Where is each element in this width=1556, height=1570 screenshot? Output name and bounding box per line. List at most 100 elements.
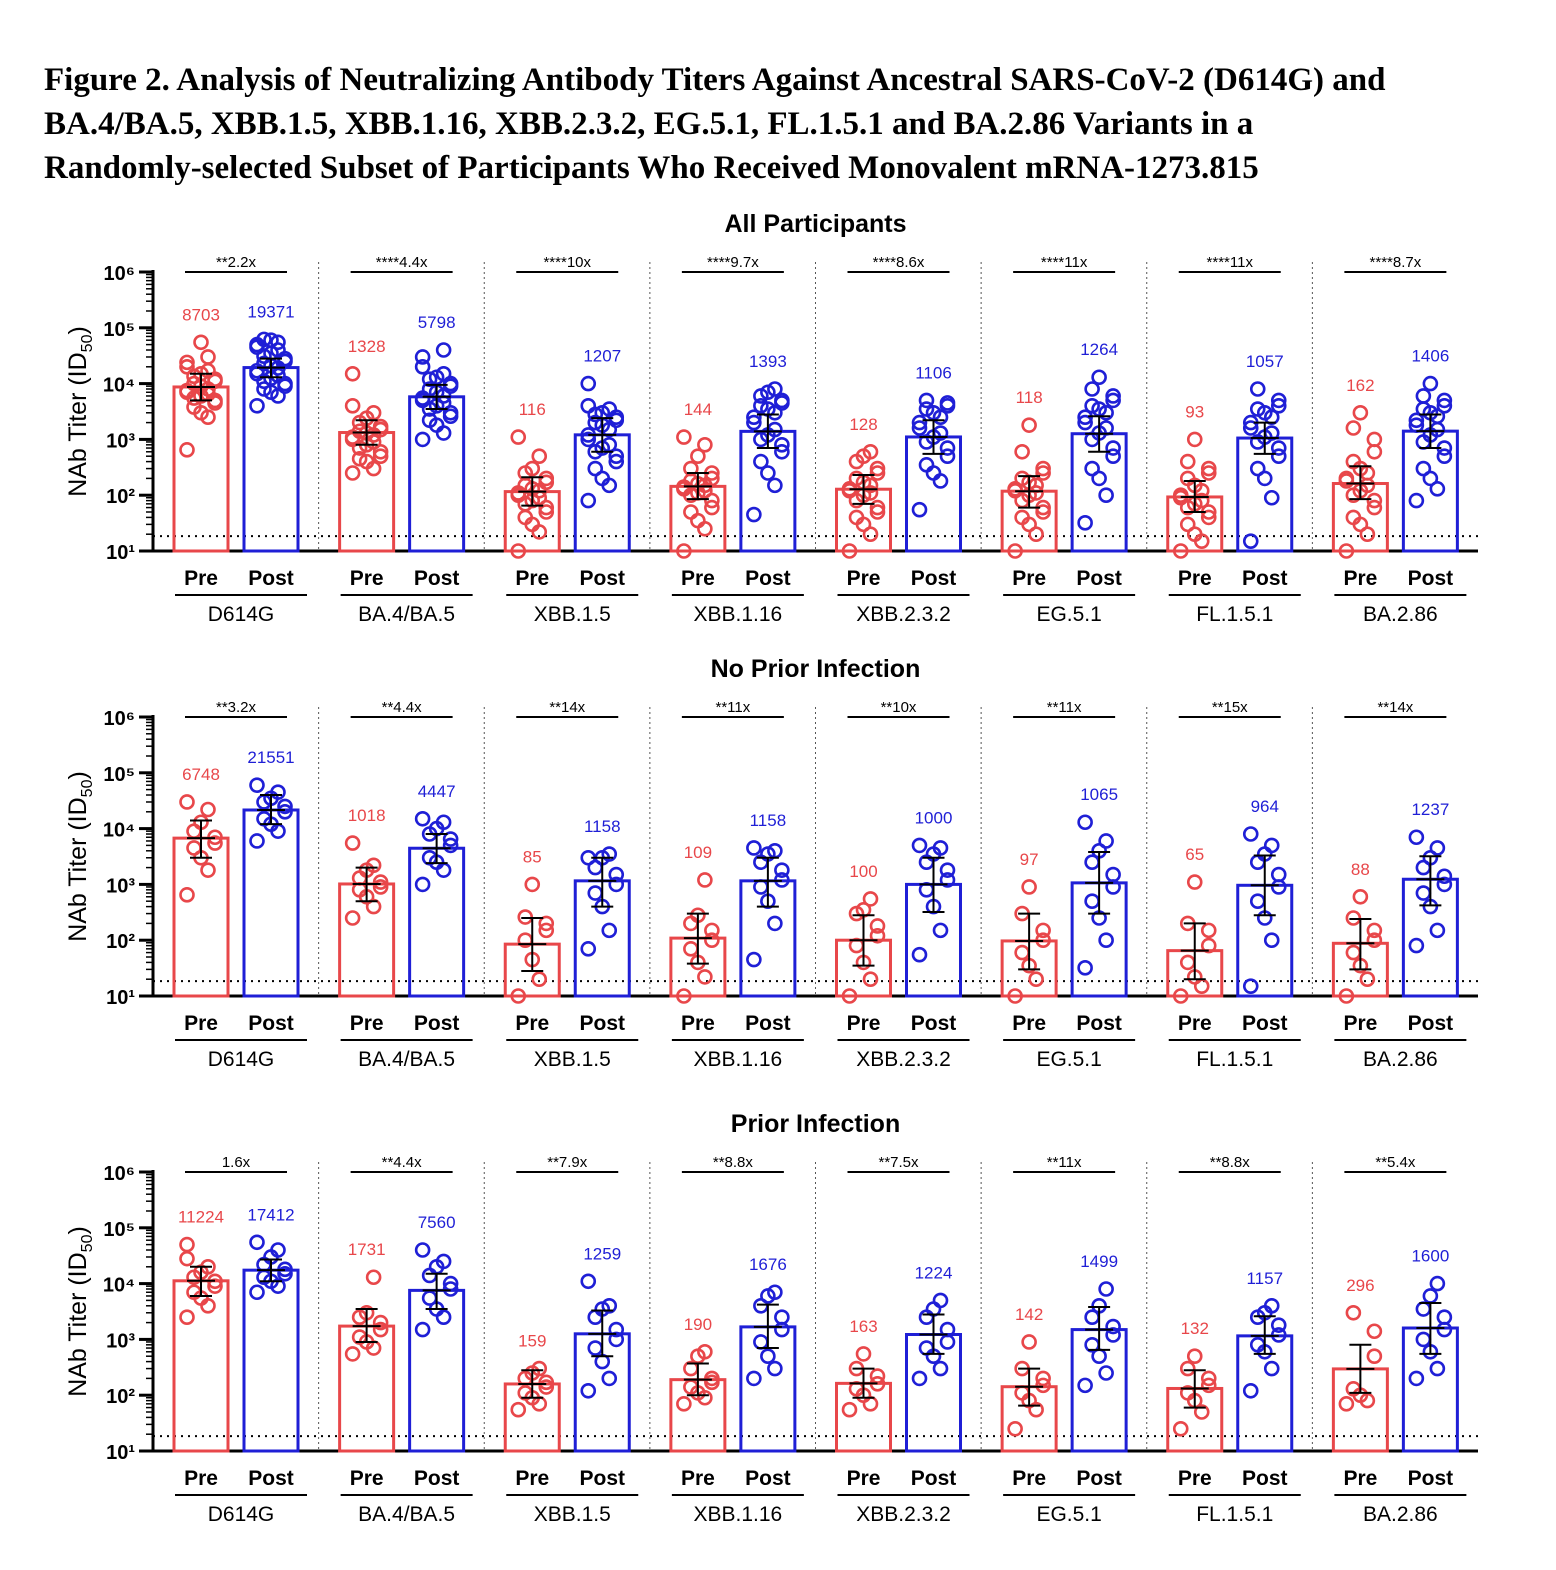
pre-data-point [1359,971,1376,988]
post-data-point [249,1234,265,1251]
post-data-point [918,457,935,473]
post-data-point [932,1360,949,1377]
post-data-point [1436,398,1453,414]
pre-data-point [1200,1370,1217,1387]
pre-data-point [344,365,361,382]
pre-gmt-label: 100 [849,862,877,881]
pre-data-point [683,460,699,477]
post-data-point [421,412,438,429]
pre-data-point [344,398,361,414]
pre-data-point [1035,465,1051,481]
chart-panel-1: All Participants NAb Titer (ID50) 10¹ 10² 10… [64,210,1478,626]
post-data-point [774,392,790,409]
post-x-label: Post [579,1467,625,1490]
post-data-point [753,398,769,414]
post-data-point [911,1370,928,1387]
y-tick-label: 10⁶ [104,1163,135,1185]
post-data-point [421,1267,438,1284]
pre-x-label: Pre [350,1012,384,1035]
post-x-label: Post [745,567,791,590]
pre-data-point [510,429,527,445]
fold-change-label: **10x [881,699,917,716]
post-data-point [1084,893,1100,909]
post-gmt-label: 1237 [1411,800,1449,819]
post-data-point [256,381,272,397]
pre-data-point [1338,1396,1355,1412]
post-gmt-label: 1106 [915,363,952,382]
post-data-point [1270,392,1287,409]
pre-data-point [531,1360,548,1377]
pre-data-point [1186,1348,1203,1364]
pre-gmt-label: 162 [1346,376,1374,395]
pre-data-point [1179,954,1196,971]
fold-change-label: **7.5x [878,1154,919,1171]
pre-data-point [1345,1304,1362,1321]
y-axis-label: NAb Titer (ID50) [64,1226,96,1397]
post-data-point [939,448,956,464]
category-label: EG.5.1 [1036,603,1101,626]
post-gmt-label: 1499 [1080,1252,1118,1271]
post-data-point [1077,814,1093,831]
post-data-point [414,359,431,375]
post-data-point [1242,826,1259,842]
pre-data-point [1345,509,1362,526]
category-label: XBB.1.16 [694,1503,783,1526]
post-gmt-label: 1000 [915,808,953,827]
post-data-point [1091,369,1107,386]
pre-data-point [1345,453,1362,470]
post-data-point [932,922,949,939]
pre-data-point [697,520,713,537]
pre-data-point [704,1370,720,1387]
post-data-point [1436,448,1453,464]
post-data-point [587,460,604,477]
pre-data-point [1200,465,1217,481]
pre-data-point [538,1379,555,1395]
chart-panel-3: Prior Infection NAb Titer (ID50) 10¹ 10² 10³… [64,1110,1478,1526]
y-tick-label: 10⁶ [104,708,135,730]
post-x-label: Post [745,1467,791,1490]
fold-change-label: ****11x [1041,254,1088,271]
fold-change-label: ****10x [543,254,591,271]
pre-data-point [1014,944,1030,961]
post-data-point [1105,448,1121,464]
post-data-point [1263,489,1280,506]
post-data-point [414,349,431,365]
post-data-point [1249,854,1266,870]
post-data-point [249,777,265,793]
pre-data-point [186,840,202,856]
pre-data-point [1007,988,1023,1004]
pre-data-point [1172,1420,1189,1437]
post-data-point [760,465,776,481]
post-data-point [1105,1318,1121,1335]
y-tick-label: 10³ [106,875,135,897]
pre-data-point [344,835,361,851]
pre-x-label: Pre [681,1012,715,1035]
post-data-point [1263,932,1280,949]
pre-data-point [862,971,879,988]
post-data-point [435,365,452,382]
pre-data-point [1345,420,1362,436]
pre-data-point [1200,922,1217,939]
y-tick-label: 10⁵ [103,764,135,786]
post-data-point [939,862,956,878]
pre-data-point [862,443,879,460]
group-xbb-2-3-2: **10x 100 Pre 1000 Post XBB.2.3.2 [835,699,970,1071]
post-data-point [414,431,431,448]
post-data-point [939,1321,956,1338]
post-gmt-label: 1224 [915,1263,953,1282]
post-data-point [1242,420,1259,436]
post-data-point [753,879,769,895]
pre-data-point [538,915,555,932]
pre-x-label: Pre [847,567,881,590]
post-data-point [1436,1321,1453,1338]
category-label: D614G [208,1503,275,1526]
fold-change-label: ****9.7x [707,254,759,271]
post-data-point [608,448,625,464]
pre-data-point [1007,481,1023,497]
pre-data-point [179,1309,195,1325]
category-label: BA.4/BA.5 [358,1048,455,1071]
fold-change-label: **11x [1047,699,1082,716]
group-xbb-1-5: **14x 85 Pre 1158 Post XBB.1.5 [503,699,639,1071]
post-data-point [249,1284,265,1301]
post-x-label: Post [248,1012,294,1035]
